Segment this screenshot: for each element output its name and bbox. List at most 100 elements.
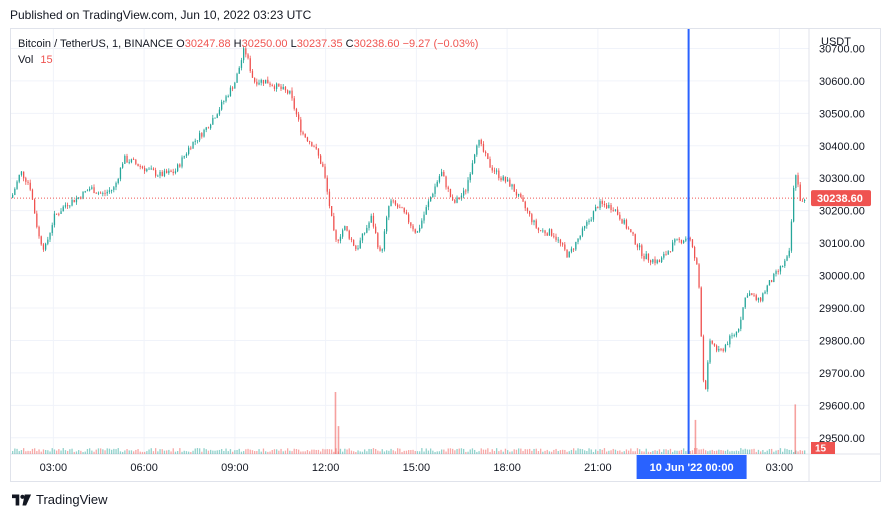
candle-body: [192, 141, 194, 149]
volume-bar: [408, 450, 410, 454]
volume-bar: [524, 449, 526, 454]
volume-bar: [694, 448, 696, 454]
volume-bar: [232, 451, 234, 454]
volume-bar: [326, 449, 328, 454]
candle-body: [256, 81, 258, 85]
volume-bar: [562, 449, 564, 454]
chart-canvas[interactable]: 30238.60 15 10 Jun '22 00:00 29500.00 2960…: [11, 29, 881, 481]
crosshair-time-label: 10 Jun '22 00:00: [650, 462, 734, 474]
volume-bar: [183, 450, 185, 454]
volume-bar: [410, 450, 412, 454]
volume-bar: [784, 448, 786, 454]
volume-bar: [192, 450, 194, 454]
volume-bar: [339, 448, 342, 454]
volume-bar: [278, 450, 280, 454]
volume-bar: [53, 449, 56, 454]
candle-body: [359, 240, 361, 249]
candle-body: [144, 167, 146, 172]
candle-body: [731, 335, 733, 337]
candle-body: [16, 181, 18, 189]
candle-body: [588, 220, 590, 223]
volume-bar: [731, 450, 733, 454]
candle-body: [779, 266, 782, 272]
volume-bar: [36, 451, 38, 454]
volume-bar: [350, 450, 353, 454]
candle-body: [700, 287, 702, 337]
open-label: O: [176, 38, 185, 50]
candle-body: [381, 249, 383, 251]
volume-bar: [700, 449, 702, 454]
volume-bar: [155, 448, 157, 454]
volume-bar: [749, 449, 751, 454]
volume-bar: [513, 449, 515, 454]
candle-body: [342, 230, 344, 237]
price-axis[interactable]: 29500.00 29600.00 29700.00 29800.00 29900.00…: [819, 36, 865, 445]
volume-bar: [71, 448, 73, 454]
volume-bar: [135, 449, 137, 454]
candle-body: [507, 179, 509, 182]
candle-body: [577, 238, 579, 242]
crosshair-time-tag: [636, 455, 747, 479]
time-axis[interactable]: 03:00 06:00 09:00 12:00 15:00 18:00 21:00 03:00: [40, 462, 794, 474]
volume-bar: [698, 449, 700, 454]
volume-bar: [399, 448, 401, 454]
volume-bar: [786, 449, 788, 454]
x-tick-label: 03:00: [766, 462, 794, 474]
volume-bar: [161, 449, 163, 454]
volume-bar: [531, 450, 533, 454]
volume-bar: [331, 449, 333, 454]
volume-bar: [658, 449, 661, 454]
volume-bar: [29, 451, 31, 454]
candle-body: [610, 204, 612, 210]
volume-bar: [471, 448, 474, 454]
candle-body: [467, 180, 469, 192]
volume-bar: [357, 450, 359, 454]
high-value: 30250.00: [241, 38, 288, 50]
tradingview-logo[interactable]: TradingView: [12, 492, 108, 507]
candle-body: [383, 231, 386, 250]
volume-bar: [678, 450, 680, 454]
volume-bar: [342, 451, 344, 454]
volume-bar: [570, 449, 573, 454]
candle-body: [801, 200, 804, 202]
volume-bar: [685, 451, 687, 454]
volume-bar: [623, 451, 625, 454]
candle-body: [729, 335, 731, 345]
volume-bar: [502, 451, 504, 454]
candle-body: [38, 226, 40, 237]
candle-body: [119, 167, 122, 180]
volume-bar: [430, 448, 432, 454]
candle-body: [742, 307, 744, 320]
x-tick-label: 03:00: [40, 462, 68, 474]
candle-body: [18, 174, 20, 182]
volume-bar: [243, 451, 245, 454]
candle-body: [298, 114, 300, 120]
volume-bar: [179, 448, 181, 454]
candle-body: [265, 79, 267, 84]
candle-body: [456, 197, 458, 203]
volume-bar: [793, 451, 795, 454]
volume-bar: [641, 451, 643, 454]
volume-bar: [553, 449, 555, 454]
candle-body: [339, 236, 342, 241]
candle-body: [581, 228, 584, 236]
volume-bar: [458, 448, 460, 454]
candle-body: [491, 167, 493, 171]
candle-body: [645, 253, 647, 260]
volume-bar: [581, 449, 584, 454]
volume-bar: [540, 448, 542, 454]
candle-body: [643, 255, 645, 260]
candle-body: [720, 348, 722, 350]
candle-body: [64, 205, 67, 207]
candle-body: [443, 171, 445, 177]
candle-body: [203, 129, 205, 137]
volume-bar: [797, 451, 799, 454]
candle-body: [647, 253, 650, 261]
x-tick-label: 21:00: [584, 462, 612, 474]
candle-body: [210, 124, 212, 129]
volume-bar: [249, 449, 251, 454]
candle-body: [460, 195, 463, 199]
candle-body: [733, 335, 735, 337]
candle-body: [240, 60, 243, 68]
volume-bar: [113, 448, 115, 454]
